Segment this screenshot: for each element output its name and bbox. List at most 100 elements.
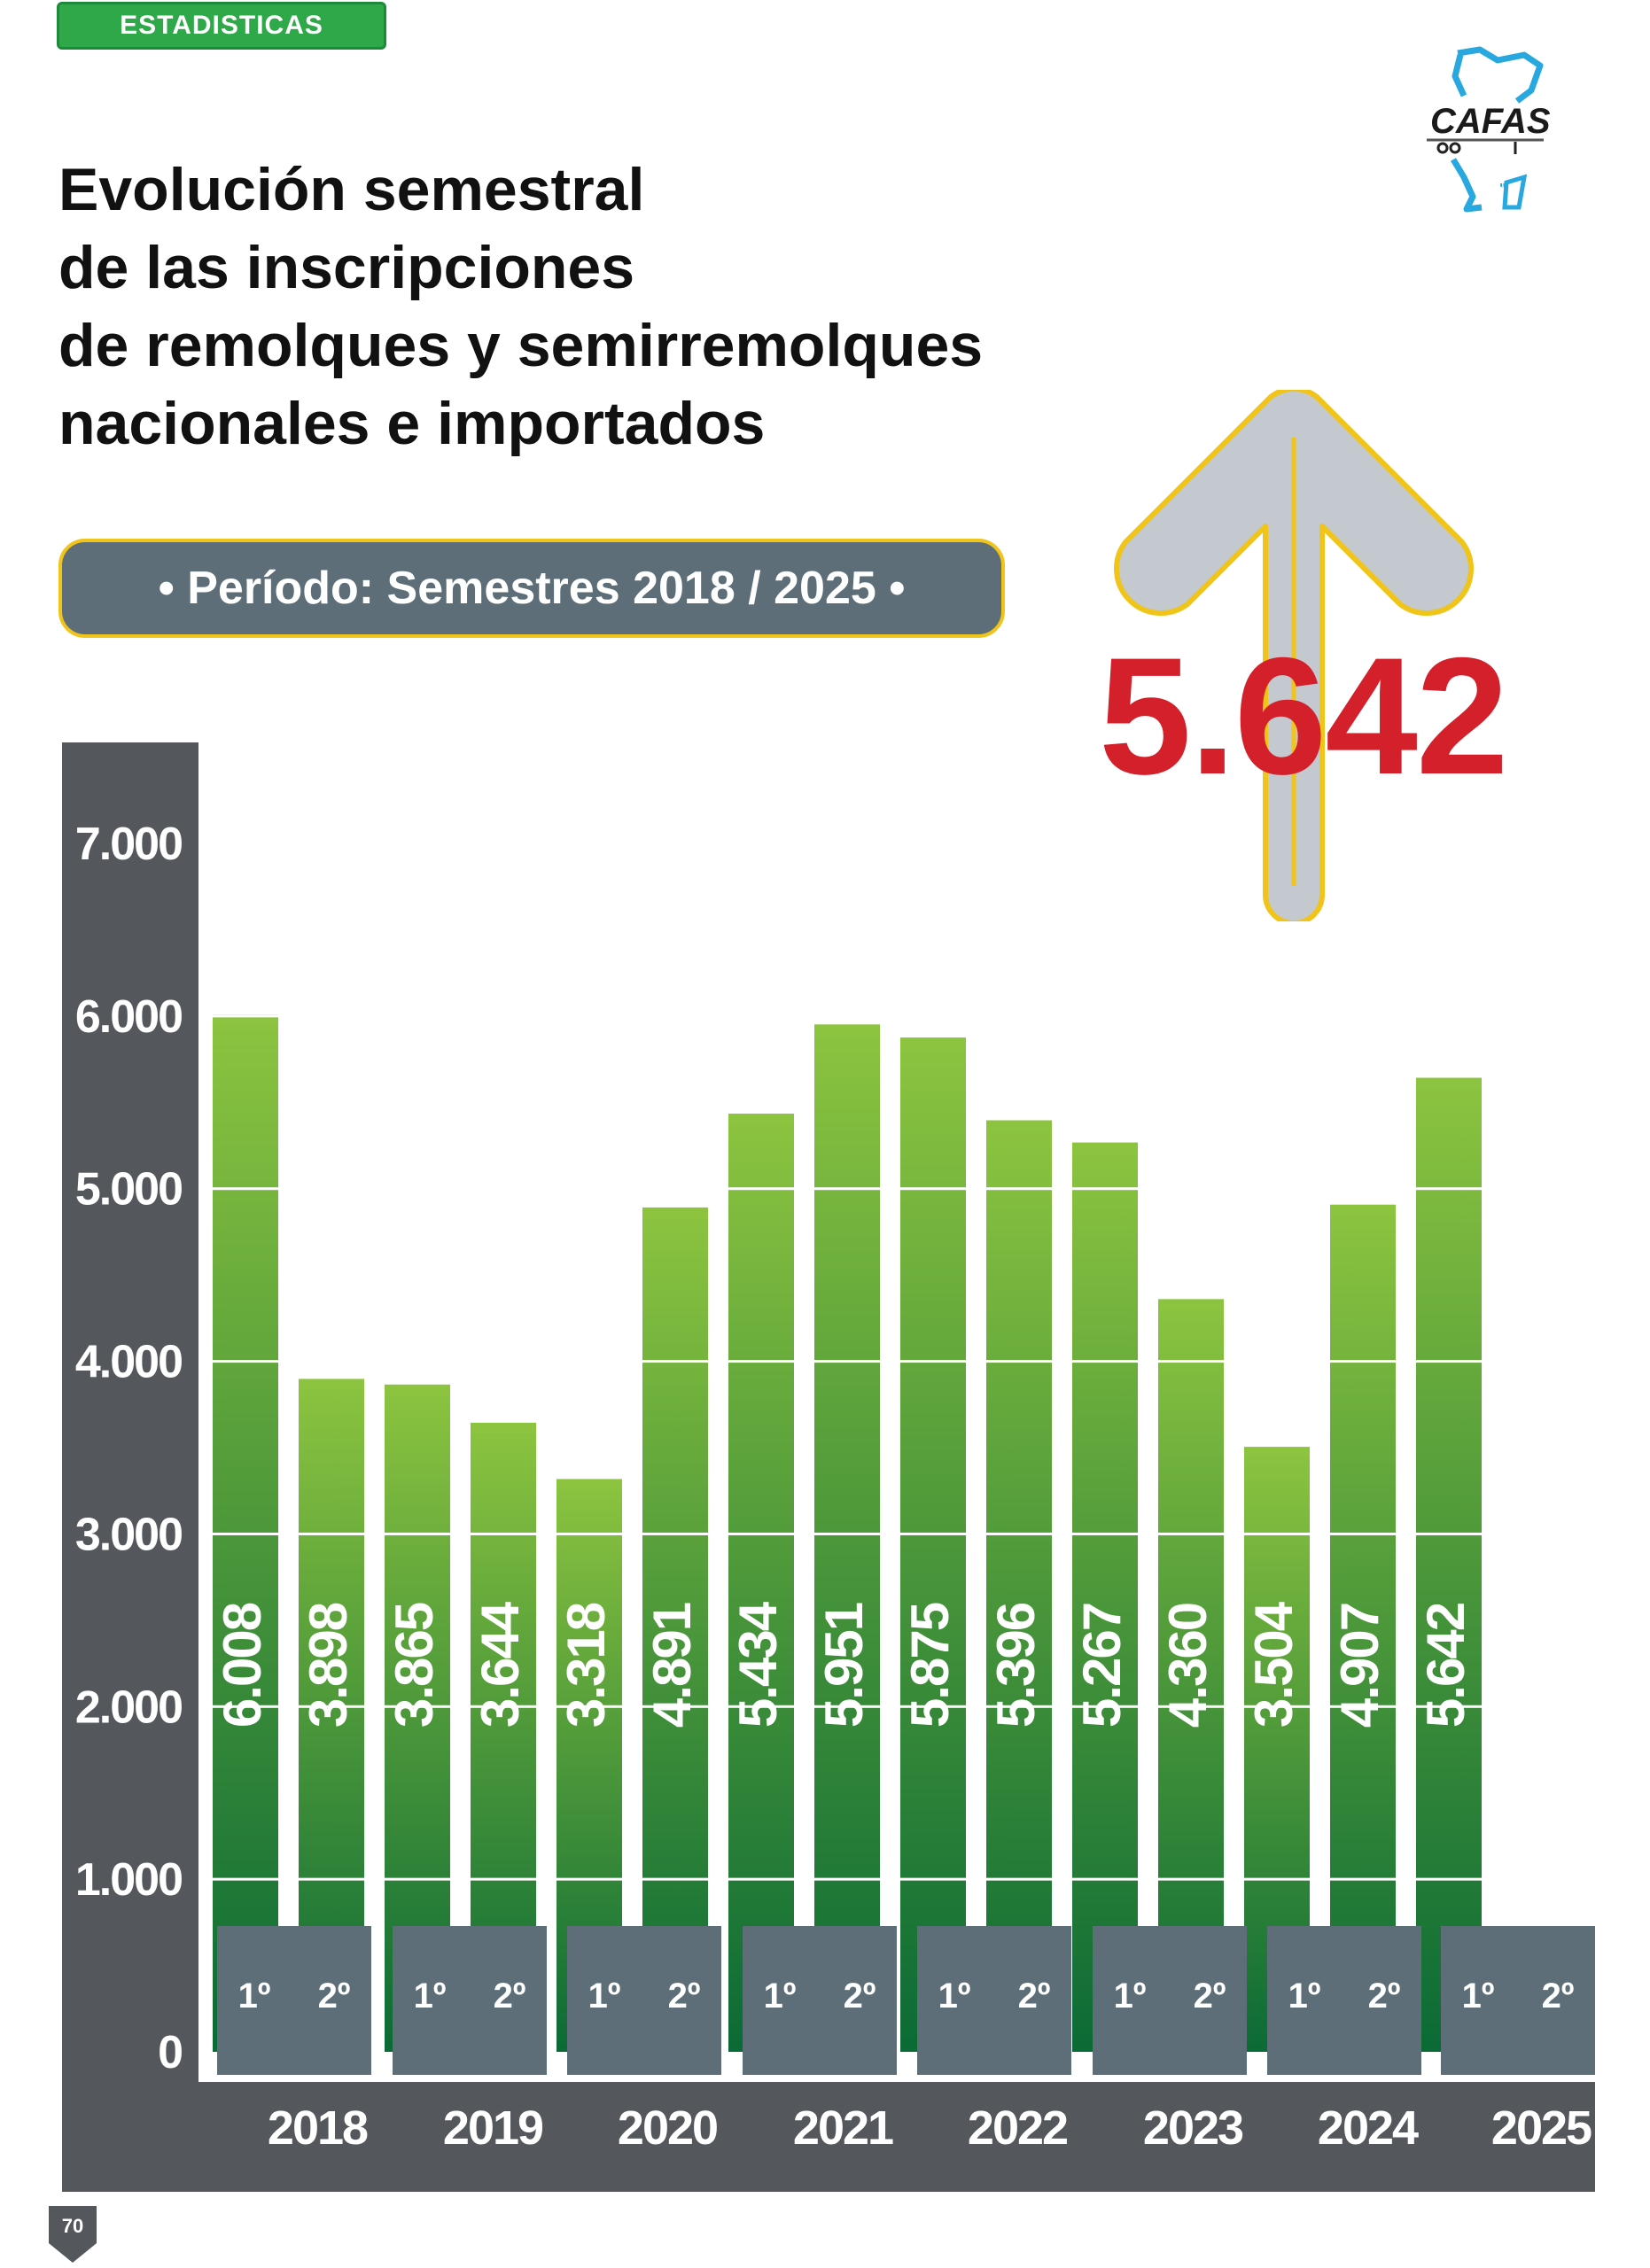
gridline (213, 1877, 278, 1881)
bar (728, 1114, 794, 2052)
gridline (385, 1532, 450, 1535)
semester-label: 2º (1368, 1977, 1401, 2016)
period-pill: • Período: Semestres 2018 / 2025 • (58, 539, 1005, 638)
semester-label: 1º (414, 1977, 447, 2016)
svg-text:": " (1499, 182, 1506, 197)
gridline (1416, 1360, 1482, 1363)
section-tag: ESTADISTICAS (57, 2, 386, 50)
bar-cap (728, 1114, 794, 1125)
bar-cap (900, 1037, 966, 1049)
semester-box (1267, 1926, 1421, 2075)
year-label: 2023 (1143, 2101, 1243, 2155)
gridline (213, 1014, 278, 1018)
semester-label: 1º (588, 1977, 621, 2016)
gridline (1158, 1877, 1224, 1881)
gridline (814, 1705, 880, 1708)
gridline (642, 1360, 708, 1363)
gridline (900, 1187, 966, 1191)
bar-value-label: 4.360 (1158, 1604, 1218, 1728)
bar-value-label: 5.434 (728, 1601, 788, 1728)
bar-value-label: 3.504 (1244, 1601, 1304, 1728)
gridline (814, 1877, 880, 1881)
gridline (642, 1877, 708, 1881)
gridline (1072, 1877, 1138, 1881)
bar-cap (556, 1479, 622, 1490)
bar (1072, 1142, 1138, 2052)
semester-label: 1º (764, 1977, 797, 2016)
gridline (900, 1532, 966, 1535)
gridline (1158, 1360, 1224, 1363)
bar-value-label: 6.008 (213, 1603, 272, 1728)
title-line-3: de remolques y semirremolques (58, 312, 984, 379)
gridline (986, 1705, 1052, 1708)
semester-box (743, 1926, 897, 2075)
bar (1416, 1077, 1482, 2052)
logo-text: CAFAS (1430, 102, 1551, 141)
gridline (1072, 1705, 1138, 1708)
y-tick-label: 0 (158, 2027, 182, 2078)
bar-cap (814, 1024, 880, 1036)
gridline (213, 1187, 278, 1191)
bar (1330, 1204, 1396, 2052)
year-band (62, 2082, 1595, 2192)
bar-cap (1072, 1142, 1138, 1153)
gridline (642, 1532, 708, 1535)
bar-cap (1330, 1204, 1396, 1216)
bar-value-label: 5.951 (814, 1603, 874, 1728)
gridline (986, 1532, 1052, 1535)
bar (900, 1037, 966, 2052)
gridline (1072, 1532, 1138, 1535)
gridline (1072, 1187, 1138, 1191)
gridline (642, 1705, 708, 1708)
bar-value-label: 5.396 (986, 1603, 1046, 1728)
bar (814, 1024, 880, 2052)
gridline (728, 1532, 794, 1535)
semester-label: 2º (318, 1977, 351, 2016)
bar-value-label: 5.875 (900, 1603, 960, 1728)
gridline (728, 1705, 794, 1708)
year-label: 2025 (1491, 2101, 1592, 2155)
gridline (299, 1532, 364, 1535)
gridline (1330, 1877, 1396, 1881)
gridline (986, 1877, 1052, 1881)
gridline (556, 1532, 622, 1535)
gridline (986, 1360, 1052, 1363)
year-label: 2022 (968, 2101, 1067, 2155)
semester-box (1093, 1926, 1247, 2075)
bar (986, 1120, 1052, 2052)
gridline (556, 1705, 622, 1708)
bar-value-label: 3.644 (471, 1601, 530, 1728)
bar (642, 1207, 708, 2052)
gridline (814, 1532, 880, 1535)
gridline (1158, 1532, 1224, 1535)
bar-cap (986, 1120, 1052, 1131)
gridline (900, 1705, 966, 1708)
bar-cap (385, 1384, 450, 1395)
gridline (1330, 1532, 1396, 1535)
gridline (728, 1877, 794, 1881)
gridline (471, 1877, 536, 1881)
cafas-logo: " CAFAS (1418, 44, 1551, 226)
gridline (299, 1705, 364, 1708)
semester-label: 1º (238, 1977, 271, 2016)
gridline (900, 1877, 966, 1881)
gridline (1416, 1877, 1482, 1881)
gridline (728, 1187, 794, 1191)
y-tick-label: 2.000 (75, 1682, 182, 1733)
highlight-value: 5.642 (1099, 623, 1508, 809)
semester-box (393, 1926, 547, 2075)
gridline (1244, 1705, 1310, 1708)
gridline (213, 1532, 278, 1535)
semester-label: 1º (1288, 1977, 1321, 2016)
bar-value-label: 4.891 (642, 1603, 702, 1728)
bar-cap (642, 1207, 708, 1218)
page-title: Evolución semestral de las inscripciones… (58, 151, 1122, 462)
bar-value-label: 3.318 (556, 1603, 616, 1728)
gridline (471, 1705, 536, 1708)
gridline (1244, 1877, 1310, 1881)
gridline (299, 1877, 364, 1881)
y-tick-label: 1.000 (75, 1854, 182, 1906)
gridline (556, 1877, 622, 1881)
page-number: 70 (62, 2215, 83, 2237)
gridline (385, 1877, 450, 1881)
